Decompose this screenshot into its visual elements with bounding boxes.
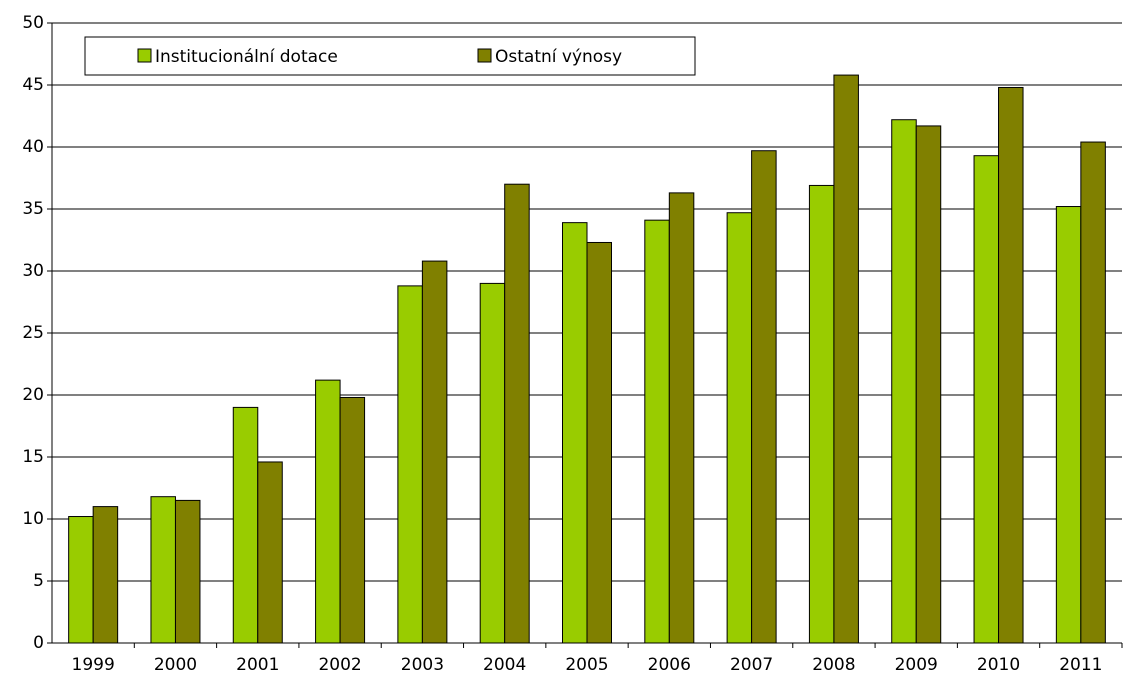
bar <box>726 212 753 644</box>
x-tick-label: 2001 <box>236 655 279 675</box>
y-tick-label: 45 <box>22 75 44 95</box>
bar <box>973 155 1000 644</box>
x-tick-label: 2007 <box>730 655 773 675</box>
y-tick-label: 50 <box>22 13 44 33</box>
bar <box>586 241 612 644</box>
x-tick-label: 2004 <box>483 655 526 675</box>
bar <box>891 119 917 644</box>
bar <box>257 461 283 644</box>
bar <box>232 406 259 644</box>
bar <box>1055 206 1082 644</box>
y-tick-label: 30 <box>22 261 44 281</box>
x-tick-label: 2009 <box>895 655 938 675</box>
y-tick-label: 40 <box>22 137 44 157</box>
bar <box>668 192 695 644</box>
legend-box <box>84 36 696 76</box>
x-tick-label: 2000 <box>154 655 197 675</box>
legend-swatch <box>477 48 492 63</box>
bar <box>421 260 448 644</box>
x-tick-label: 2010 <box>977 655 1020 675</box>
bar <box>174 499 201 644</box>
x-tick-label: 2011 <box>1059 655 1102 675</box>
y-tick-label: 10 <box>22 509 44 529</box>
bar <box>339 396 366 644</box>
bar <box>833 74 859 644</box>
y-tick-label: 25 <box>22 323 44 343</box>
x-tick-label: 2008 <box>812 655 855 675</box>
x-tick-label: 2003 <box>401 655 444 675</box>
bar <box>562 222 588 644</box>
bar <box>504 183 530 644</box>
bar <box>150 496 176 644</box>
y-tick-label: 0 <box>33 633 44 653</box>
x-tick-label: 1999 <box>72 655 115 675</box>
bar <box>644 219 670 644</box>
bar <box>397 285 423 644</box>
legend-swatch <box>137 48 152 63</box>
bar <box>315 379 341 644</box>
x-tick-label: 2002 <box>318 655 361 675</box>
y-tick-label: 15 <box>22 447 44 467</box>
bar <box>1080 141 1106 644</box>
y-tick-label: 20 <box>22 385 44 405</box>
bar <box>479 282 506 644</box>
bar <box>808 184 835 644</box>
bar <box>68 516 94 644</box>
bar <box>92 506 119 644</box>
x-tick-label: 2006 <box>648 655 691 675</box>
legend: Institucionální dotace Ostatní výnosy <box>84 36 696 76</box>
y-tick-label: 5 <box>33 571 44 591</box>
legend-label: Institucionální dotace <box>155 47 338 67</box>
bar <box>998 86 1024 644</box>
bar <box>915 125 942 644</box>
y-tick-label: 35 <box>22 199 44 219</box>
legend-label: Ostatní výnosy <box>495 47 622 67</box>
x-tick-label: 2005 <box>565 655 608 675</box>
bar <box>751 150 777 644</box>
